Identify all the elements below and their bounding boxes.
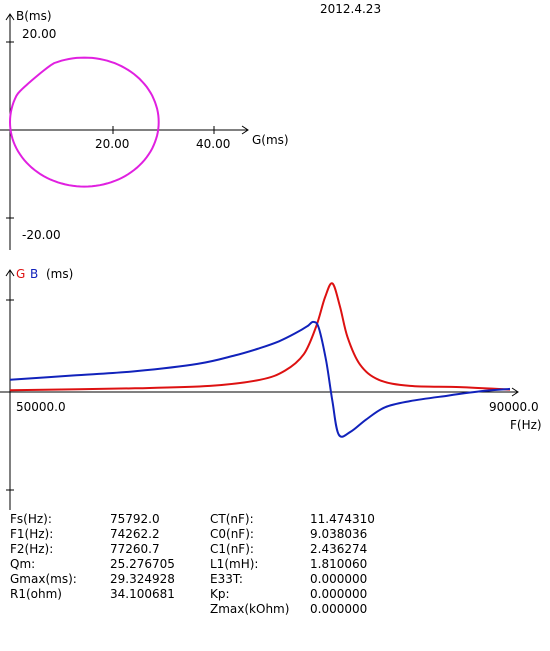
g-tick-label-40: 40.00 — [196, 137, 230, 151]
param-value: 11.474310 — [310, 512, 375, 526]
param-value: 34.100681 — [110, 587, 175, 601]
g-axis-arrow — [241, 125, 249, 135]
param-label: C1(nF): — [210, 542, 254, 556]
frequency-plot: G B (ms) 50000.0 90000.0 F(Hz) — [0, 267, 542, 510]
g-conductance-curve — [9, 282, 511, 392]
b-axis-label: B(ms) — [16, 9, 52, 23]
param-value: 9.038036 — [310, 527, 368, 541]
param-value: 74262.2 — [110, 527, 160, 541]
b-axis-arrow — [5, 13, 15, 21]
freq-axis-arrow — [511, 387, 519, 397]
date-label: 2012.4.23 — [320, 2, 381, 16]
admittance-circle — [8, 56, 160, 188]
param-value: 1.810060 — [310, 557, 368, 571]
param-label: E33T: — [210, 572, 243, 586]
params-right-labels: CT(nF): C0(nF): C1(nF): L1(mH): E33T: Kp… — [210, 512, 289, 617]
freq-axis-label: F(Hz) — [510, 418, 542, 432]
b-tick-label-20: 20.00 — [22, 27, 56, 41]
params-right-values: 11.474310 9.038036 2.436274 1.810060 0.0… — [310, 512, 375, 617]
param-value: 77260.7 — [110, 542, 160, 556]
param-label: F2(Hz): — [10, 542, 54, 556]
gb-axis-arrow — [5, 269, 15, 277]
legend-unit: (ms) — [46, 267, 73, 281]
legend-g: G — [16, 267, 25, 281]
g-axis-label: G(ms) — [252, 133, 289, 147]
param-value: 0.000000 — [310, 602, 368, 616]
param-label: R1(ohm) — [10, 587, 62, 601]
param-label: Kp: — [210, 587, 230, 601]
b-susceptance-curve — [9, 320, 511, 438]
freq-start-label: 50000.0 — [16, 400, 66, 414]
param-value: 75792.0 — [110, 512, 160, 526]
param-label: Qm: — [10, 557, 36, 571]
param-value: 25.276705 — [110, 557, 175, 571]
param-value: 0.000000 — [310, 572, 368, 586]
params-left-labels: Fs(Hz): F1(Hz): F2(Hz): Qm: Gmax(ms): R1… — [10, 512, 77, 602]
param-label: L1(mH): — [210, 557, 259, 571]
param-label: Zmax(kOhm) — [210, 602, 290, 616]
freq-end-label: 90000.0 — [489, 400, 539, 414]
param-label: C0(nF): — [210, 527, 254, 541]
param-value: 29.324928 — [110, 572, 175, 586]
param-label: CT(nF): — [210, 512, 254, 526]
admittance-plot: B(ms) G(ms) 20.00 -20.00 20.00 40.00 — [0, 9, 289, 250]
legend-b: B — [30, 267, 38, 281]
g-tick-label-20: 20.00 — [95, 137, 129, 151]
params-left-values: 75792.0 74262.2 77260.7 25.276705 29.324… — [110, 512, 175, 602]
b-tick-label-neg20: -20.00 — [22, 228, 61, 242]
param-value: 2.436274 — [310, 542, 368, 556]
param-label: Fs(Hz): — [10, 512, 52, 526]
param-value: 0.000000 — [310, 587, 368, 601]
param-label: Gmax(ms): — [10, 572, 77, 586]
param-label: F1(Hz): — [10, 527, 54, 541]
